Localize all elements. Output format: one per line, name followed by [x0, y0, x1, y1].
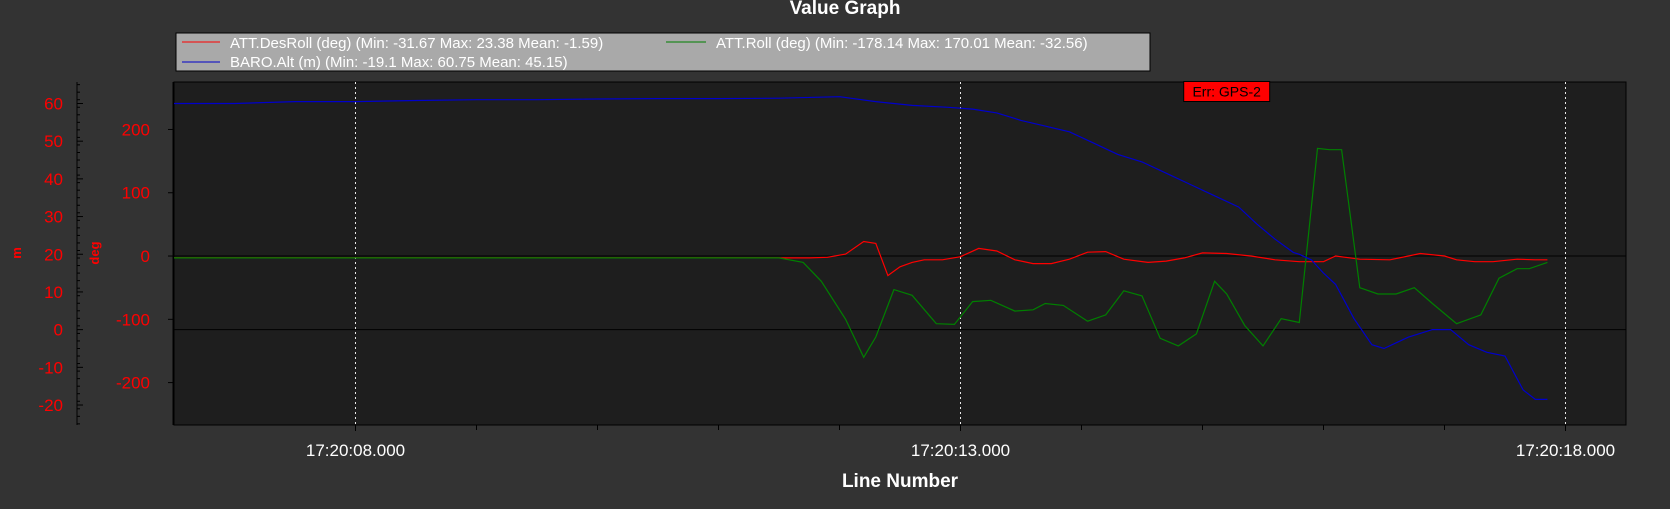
axes: 17:20:08.000 17:20:13.000 17:20:18.0002001…	[9, 82, 1615, 460]
m-tick-label: 10	[44, 283, 63, 302]
grid-lines	[174, 82, 1626, 425]
annotation-box	[1183, 80, 1271, 102]
m-tick-label: 50	[44, 132, 63, 151]
m-axis-title: m	[9, 247, 24, 259]
series-line-att-roll	[174, 147, 1548, 359]
legend-box	[175, 32, 1151, 72]
annotations: Err: GPS-2	[1183, 80, 1271, 102]
chart-title: Value Graph	[790, 0, 901, 19]
deg-tick-label: 200	[122, 120, 150, 139]
deg-tick-label: -100	[116, 310, 150, 329]
x-axis-title: Line Number	[842, 471, 959, 492]
m-tick-label: 60	[44, 94, 63, 113]
annotation-label: Err: GPS-2	[1192, 83, 1261, 99]
m-tick-label: 30	[44, 208, 63, 227]
m-tick-label: 40	[44, 170, 63, 189]
m-tick-label: 20	[44, 245, 63, 264]
m-tick-label: -20	[38, 396, 63, 415]
series-line-baro-alt	[174, 96, 1548, 400]
m-tick-label: -10	[38, 358, 63, 377]
x-tick-label: 17:20:08.000	[306, 441, 405, 460]
m-tick-label: 0	[54, 321, 63, 340]
series-lines	[174, 96, 1548, 400]
deg-axis-title: deg	[87, 241, 102, 264]
x-tick-label: 17:20:18.000	[1516, 441, 1615, 460]
x-tick-label: 17:20:13.000	[911, 441, 1010, 460]
plot-area	[173, 81, 1627, 426]
legend-entry-baro: BARO.Alt (m) (Min: -19.1 Max: 60.75 Mean…	[230, 54, 568, 71]
legend-entry-roll: ATT.Roll (deg) (Min: -178.14 Max: 170.01…	[716, 35, 1088, 52]
series-line-att-desroll	[174, 240, 1548, 277]
legend: ATT.DesRoll (deg) (Min: -31.67 Max: 23.3…	[175, 32, 1151, 72]
legend-entry-desroll: ATT.DesRoll (deg) (Min: -31.67 Max: 23.3…	[230, 35, 603, 52]
deg-tick-label: 100	[122, 184, 150, 203]
deg-tick-label: -200	[116, 374, 150, 393]
deg-tick-label: 0	[141, 247, 150, 266]
